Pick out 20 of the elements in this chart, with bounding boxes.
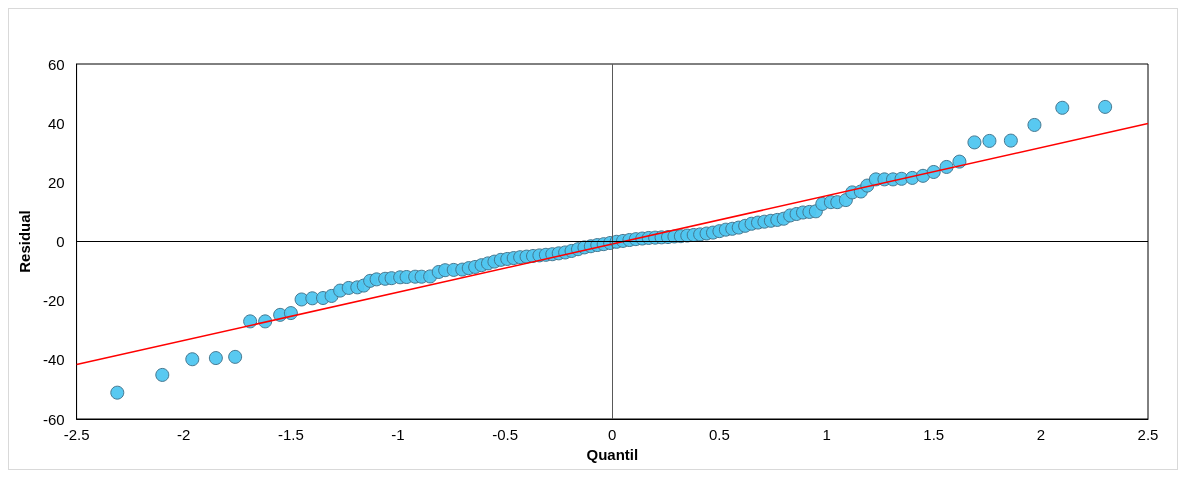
x-tick-label: 1.5 [923,426,945,443]
x-tick-label: 1 [822,426,831,443]
y-tick-label: 40 [47,114,65,132]
x-tick-label: -2 [177,426,191,443]
y-tick-label: -20 [42,292,65,310]
x-tick-label: 2.5 [1137,426,1159,443]
x-tick-label: -2.5 [63,426,90,443]
x-axis-title: Quantil [586,445,639,463]
y-tick-label: -60 [42,410,65,428]
y-axis-title: Residual [16,210,33,273]
y-tick-label: 0 [56,233,65,250]
y-tick-label: 20 [47,173,65,191]
x-tick-label: 2 [1036,426,1046,443]
x-tick-label: -1 [391,426,405,443]
x-tick-label: 0 [608,426,617,443]
x-tick-label: -0.5 [492,426,519,443]
x-tick-label: 0.5 [709,426,730,443]
y-tick-label: 60 [47,55,65,73]
x-tick-label: -1.5 [277,426,304,443]
y-tick-label: -40 [42,351,65,369]
